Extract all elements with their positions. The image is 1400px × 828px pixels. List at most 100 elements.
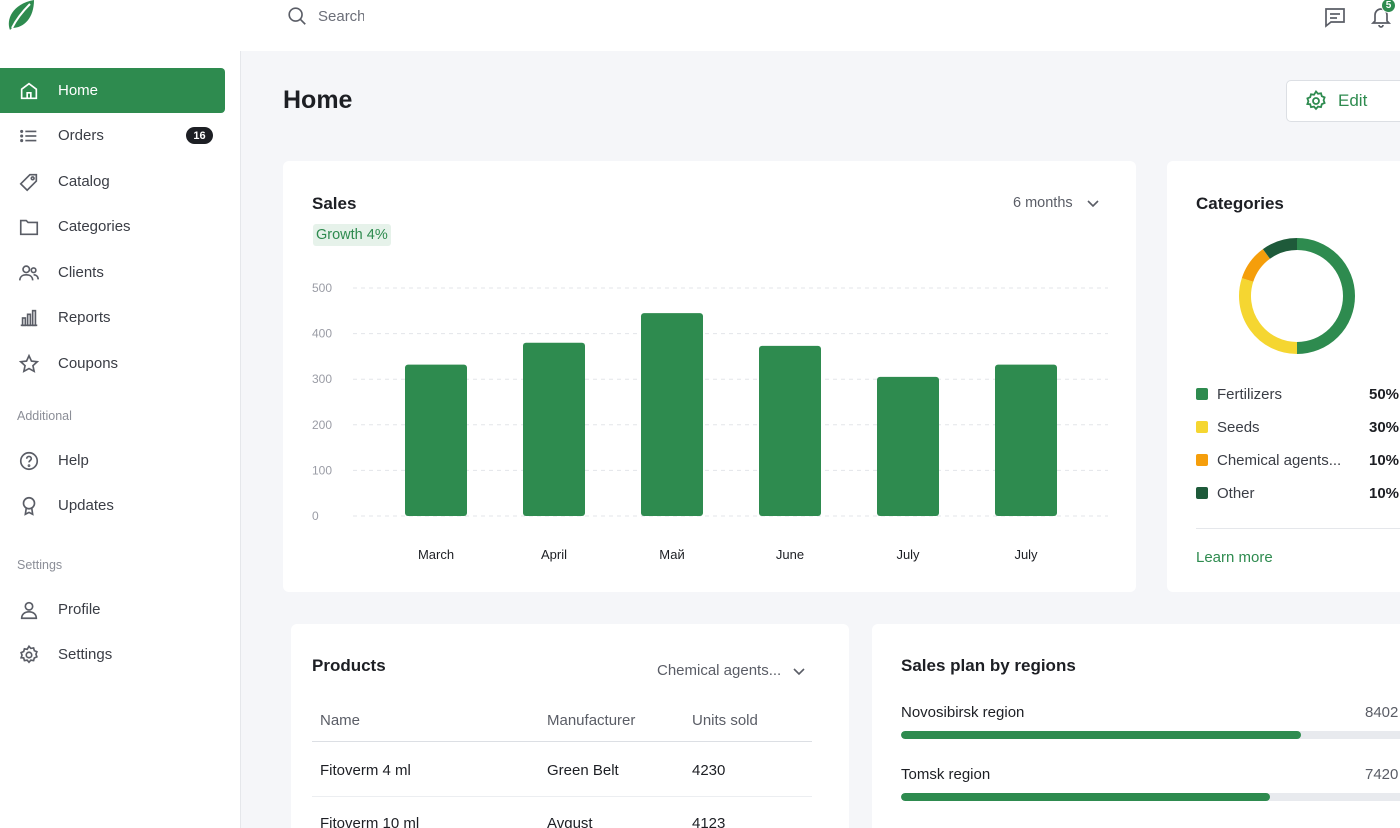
x-tick-label: July <box>896 547 920 562</box>
gear-icon <box>19 644 38 663</box>
donut-slice[interactable] <box>1239 278 1298 354</box>
legend-percent: 50% <box>1369 385 1400 403</box>
sidebar-item-label: Catalog <box>58 173 110 190</box>
sidebar-item-label: Updates <box>58 497 114 514</box>
legend-swatch <box>1196 454 1208 466</box>
learn-more-link[interactable]: Learn more <box>1196 549 1273 566</box>
donut-slice[interactable] <box>1241 249 1271 283</box>
products-card: Products Chemical agents... Name Manufac… <box>291 624 849 828</box>
table-row-divider <box>312 796 812 797</box>
sidebar-item-home[interactable]: Home <box>0 68 225 113</box>
y-tick-label: 400 <box>312 327 332 341</box>
section-title-additional: Additional <box>17 409 72 423</box>
table-cell-name: Fitoverm 10 ml <box>320 815 420 828</box>
x-tick-label: March <box>418 547 454 562</box>
legend-label: Seeds <box>1217 418 1260 436</box>
y-tick-label: 300 <box>312 372 332 386</box>
legend-label: Chemical agents... <box>1217 451 1342 469</box>
user-icon <box>20 601 38 619</box>
categories-donut-chart <box>1239 238 1355 354</box>
sidebar-item-label: Categories <box>58 218 131 235</box>
legend-percent: 30% <box>1369 418 1400 436</box>
edit-button[interactable]: Edit <box>1286 80 1400 122</box>
x-tick-label: July <box>1014 547 1038 562</box>
sales-bar-chart: 0 100 200 300 400 500 March April Май June July Jul… <box>312 281 1108 562</box>
regions-card: Sales plan by regions Novosibirsk region… <box>872 624 1400 828</box>
legend-percent: 10% <box>1369 484 1400 502</box>
bar[interactable] <box>995 364 1057 516</box>
sidebar-item-clients[interactable]: Clients <box>0 250 225 295</box>
award-icon <box>22 496 36 516</box>
bar[interactable] <box>405 364 467 516</box>
column-header-units-sold[interactable]: Units sold <box>692 712 758 729</box>
region-progress-fill <box>901 793 1271 801</box>
x-tick-label: June <box>776 547 804 562</box>
search-icon <box>288 7 306 25</box>
sidebar-item-label: Coupons <box>58 355 119 372</box>
sales-title: Sales <box>312 194 357 213</box>
chevron-down-icon <box>793 667 805 675</box>
bar-chart-icon <box>20 309 38 326</box>
sidebar-item-profile[interactable]: Profile <box>0 587 225 632</box>
legend-label: Other <box>1217 484 1255 502</box>
region-name: Tomsk region <box>901 766 991 783</box>
sidebar-item-help[interactable]: Help <box>0 438 225 483</box>
x-tick-label: April <box>541 547 567 562</box>
region-progress-bar <box>901 793 1400 801</box>
search-input[interactable] <box>318 7 364 25</box>
sidebar-item-coupons[interactable]: Coupons <box>0 341 225 386</box>
sidebar-item-settings[interactable]: Settings <box>0 632 225 677</box>
sidebar-item-label: Help <box>58 452 89 469</box>
sidebar-item-label: Settings <box>58 646 113 663</box>
region-name: Novosibirsk region <box>901 704 1025 721</box>
message-icon[interactable] <box>1323 5 1347 29</box>
donut-slice[interactable] <box>1296 238 1355 354</box>
bar[interactable] <box>759 345 821 516</box>
sidebar-item-reports[interactable]: Reports <box>0 295 225 340</box>
bar[interactable] <box>641 313 703 516</box>
legend-item: Other 10% <box>1196 483 1400 503</box>
users-icon <box>19 264 39 280</box>
legend-swatch <box>1196 421 1208 433</box>
products-filter-select[interactable]: Chemical agents... <box>657 662 807 679</box>
table-cell-units: 4123 <box>692 815 726 828</box>
region-value: 8402 <box>1365 704 1399 721</box>
products-title: Products <box>312 656 386 675</box>
leaf-logo-icon[interactable] <box>4 0 36 32</box>
sidebar-item-updates[interactable]: Updates <box>0 483 225 528</box>
legend-percent: 10% <box>1369 451 1400 469</box>
search-bar[interactable] <box>286 5 364 27</box>
sidebar-item-orders[interactable]: Orders 16 <box>0 113 225 158</box>
sidebar: Home Orders 16 Catalog Categories Client… <box>0 51 241 828</box>
table-header-divider <box>312 741 812 742</box>
edit-button-label: Edit <box>1338 91 1368 110</box>
regions-title: Sales plan by regions <box>901 656 1076 675</box>
table-cell-units: 4230 <box>692 762 726 779</box>
table-cell-name: Fitoverm 4 ml <box>320 762 411 779</box>
column-header-manufacturer[interactable]: Manufacturer <box>547 712 636 729</box>
y-tick-label: 200 <box>312 418 332 432</box>
section-title-settings: Settings <box>17 558 63 572</box>
top-bar: 5 <box>0 0 1400 51</box>
legend-item: Chemical agents... 10% <box>1196 450 1400 470</box>
period-select[interactable]: 6 months <box>1013 195 1101 211</box>
list-icon <box>20 129 37 142</box>
column-header-name[interactable]: Name <box>320 712 361 729</box>
donut-slice[interactable] <box>1262 238 1298 259</box>
page-title: Home <box>283 86 353 114</box>
legend-item: Seeds 30% <box>1196 417 1400 437</box>
region-progress-bar <box>901 731 1400 739</box>
chevron-down-icon <box>1087 200 1099 208</box>
sales-card: Sales 6 months Growth 4% 0 100 200 300 400 50… <box>283 161 1136 592</box>
legend-label: Fertilizers <box>1217 385 1283 403</box>
sidebar-item-catalog[interactable]: Catalog <box>0 159 225 204</box>
sidebar-item-categories[interactable]: Categories <box>0 204 225 249</box>
bar[interactable] <box>877 376 939 516</box>
bar[interactable] <box>523 342 585 516</box>
sidebar-item-label: Home <box>58 82 99 99</box>
categories-title: Categories <box>1196 194 1284 213</box>
y-tick-label: 500 <box>312 281 332 295</box>
table-cell-manufacturer: Avgust <box>547 815 593 828</box>
legend-item: Fertilizers 50% <box>1196 384 1400 404</box>
star-icon <box>18 353 40 373</box>
